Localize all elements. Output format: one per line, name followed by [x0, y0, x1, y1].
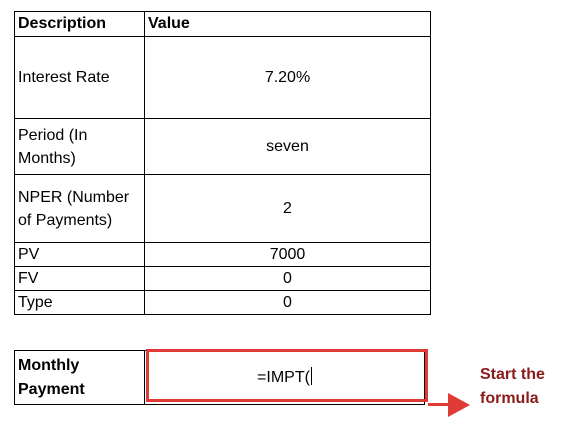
row-label[interactable]: PV: [14, 242, 145, 267]
formula-text: =IMPT(: [257, 368, 310, 386]
result-table: Monthly Payment =IMPT(: [14, 350, 425, 405]
table-row: FV 0: [14, 266, 431, 291]
input-table: Description Value Interest Rate 7.20% Pe…: [14, 11, 431, 315]
row-label[interactable]: NPER (Number of Payments): [14, 174, 145, 243]
row-value[interactable]: 7.20%: [144, 36, 431, 119]
table-row: NPER (Number of Payments) 2: [14, 174, 431, 243]
row-label[interactable]: Type: [14, 290, 145, 315]
monthly-payment-label[interactable]: Monthly Payment: [14, 350, 145, 405]
row-value[interactable]: 2: [144, 174, 431, 243]
arrow-line: [428, 403, 450, 406]
table-row: Interest Rate 7.20%: [14, 36, 431, 119]
row-value[interactable]: 0: [144, 290, 431, 315]
header-value[interactable]: Value: [144, 11, 431, 37]
text-cursor: [310, 366, 312, 385]
row-value[interactable]: 7000: [144, 242, 431, 267]
row-label[interactable]: Period (In Months): [14, 118, 145, 175]
row-value[interactable]: 0: [144, 266, 431, 291]
arrow-right-icon: [448, 393, 470, 417]
formula-cell[interactable]: =IMPT(: [144, 350, 425, 405]
table-row: Type 0: [14, 290, 431, 315]
row-label[interactable]: FV: [14, 266, 145, 291]
row-label[interactable]: Interest Rate: [14, 36, 145, 119]
table-row: Period (In Months) seven: [14, 118, 431, 175]
result-row: Monthly Payment =IMPT(: [14, 350, 425, 405]
header-description[interactable]: Description: [14, 11, 145, 37]
table-row: PV 7000: [14, 242, 431, 267]
row-value[interactable]: seven: [144, 118, 431, 175]
header-row: Description Value: [14, 11, 431, 37]
callout-text: Start the formula: [480, 366, 545, 407]
